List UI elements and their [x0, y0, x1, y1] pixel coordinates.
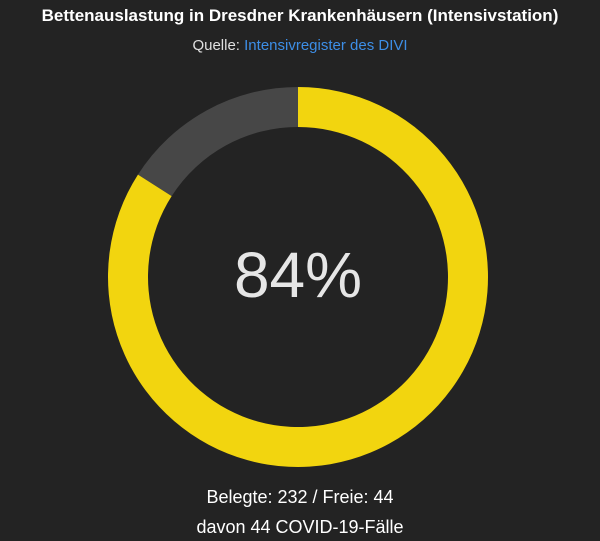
donut-segment — [137, 86, 298, 197]
footer-line: davon 44 COVID-19-Fälle — [196, 517, 404, 537]
source-prefix: Quelle: — [192, 37, 240, 54]
chart-title: Bettenauslastung in Dresdner Krankenhäus… — [41, 6, 559, 25]
source-link[interactable]: Intensivregister des DIVI — [244, 37, 408, 54]
footer-line: Belegte: 232 / Freie: 44 — [206, 487, 394, 507]
chart: 84% — [108, 86, 488, 467]
source: Quelle: Intensivregister des DIVI — [0, 37, 600, 54]
center-label: 84% — [234, 239, 362, 311]
